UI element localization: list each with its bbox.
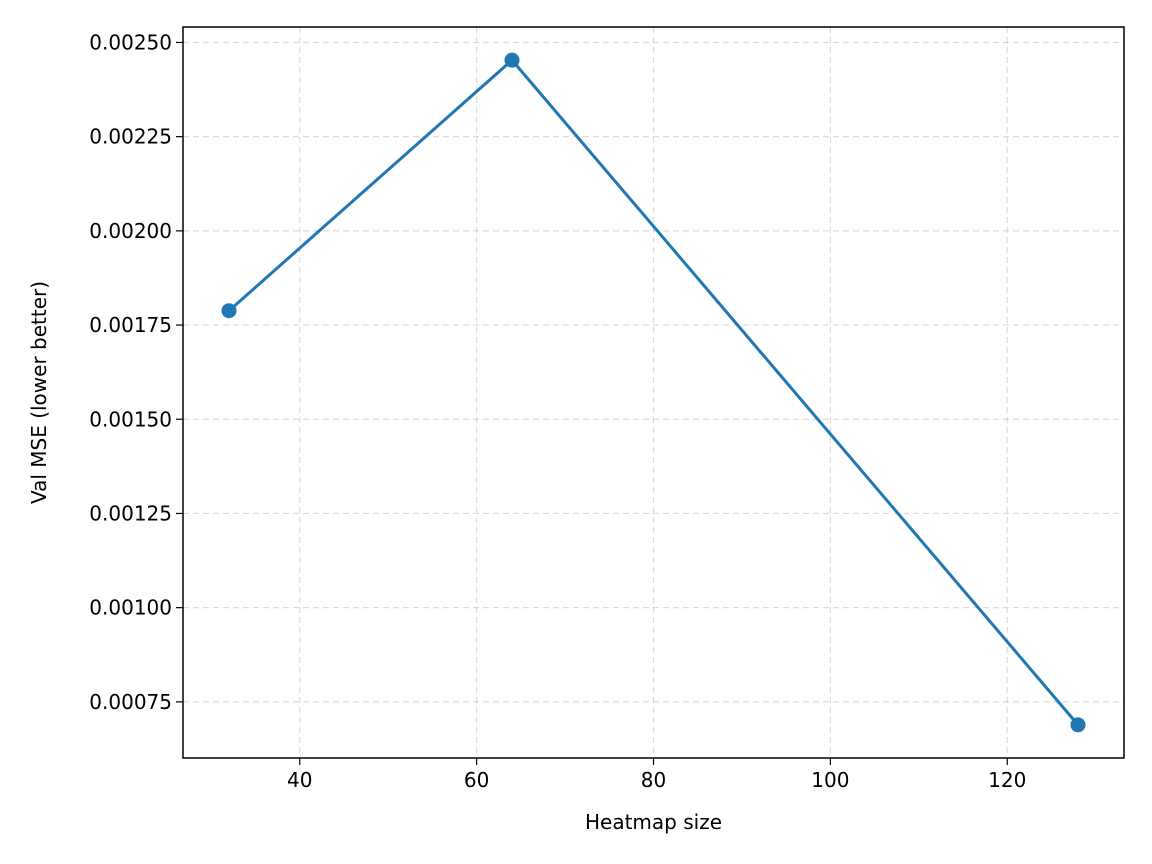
data-point-marker <box>221 303 237 319</box>
x-tick-label: 60 <box>464 768 489 792</box>
x-tick-label: 80 <box>641 768 666 792</box>
x-tick-label: 120 <box>988 768 1026 792</box>
plot-area <box>183 27 1124 758</box>
y-tick-label: 0.00250 <box>89 30 172 54</box>
grid-layer <box>183 27 1124 758</box>
y-tick-label: 0.00100 <box>89 596 172 620</box>
data-point-marker <box>1070 717 1086 733</box>
x-tick-label: 40 <box>287 768 312 792</box>
data-point-marker <box>504 52 520 68</box>
y-tick-label: 0.00125 <box>89 501 172 525</box>
y-tick-label: 0.00200 <box>89 219 172 243</box>
y-tick-label: 0.00225 <box>89 125 172 149</box>
y-tick-label: 0.00075 <box>89 690 172 714</box>
axis-layer: 40 60 80 100 120 0.00075 0.00100 0.00125 0.00150… <box>89 30 1026 792</box>
y-tick-label: 0.00175 <box>89 313 172 337</box>
x-tick-label: 100 <box>811 768 849 792</box>
x-axis-label: Heatmap size <box>585 810 722 834</box>
series-layer <box>221 52 1086 733</box>
y-axis-label: Val MSE (lower better) <box>27 281 51 504</box>
y-tick-label: 0.00150 <box>89 407 172 431</box>
